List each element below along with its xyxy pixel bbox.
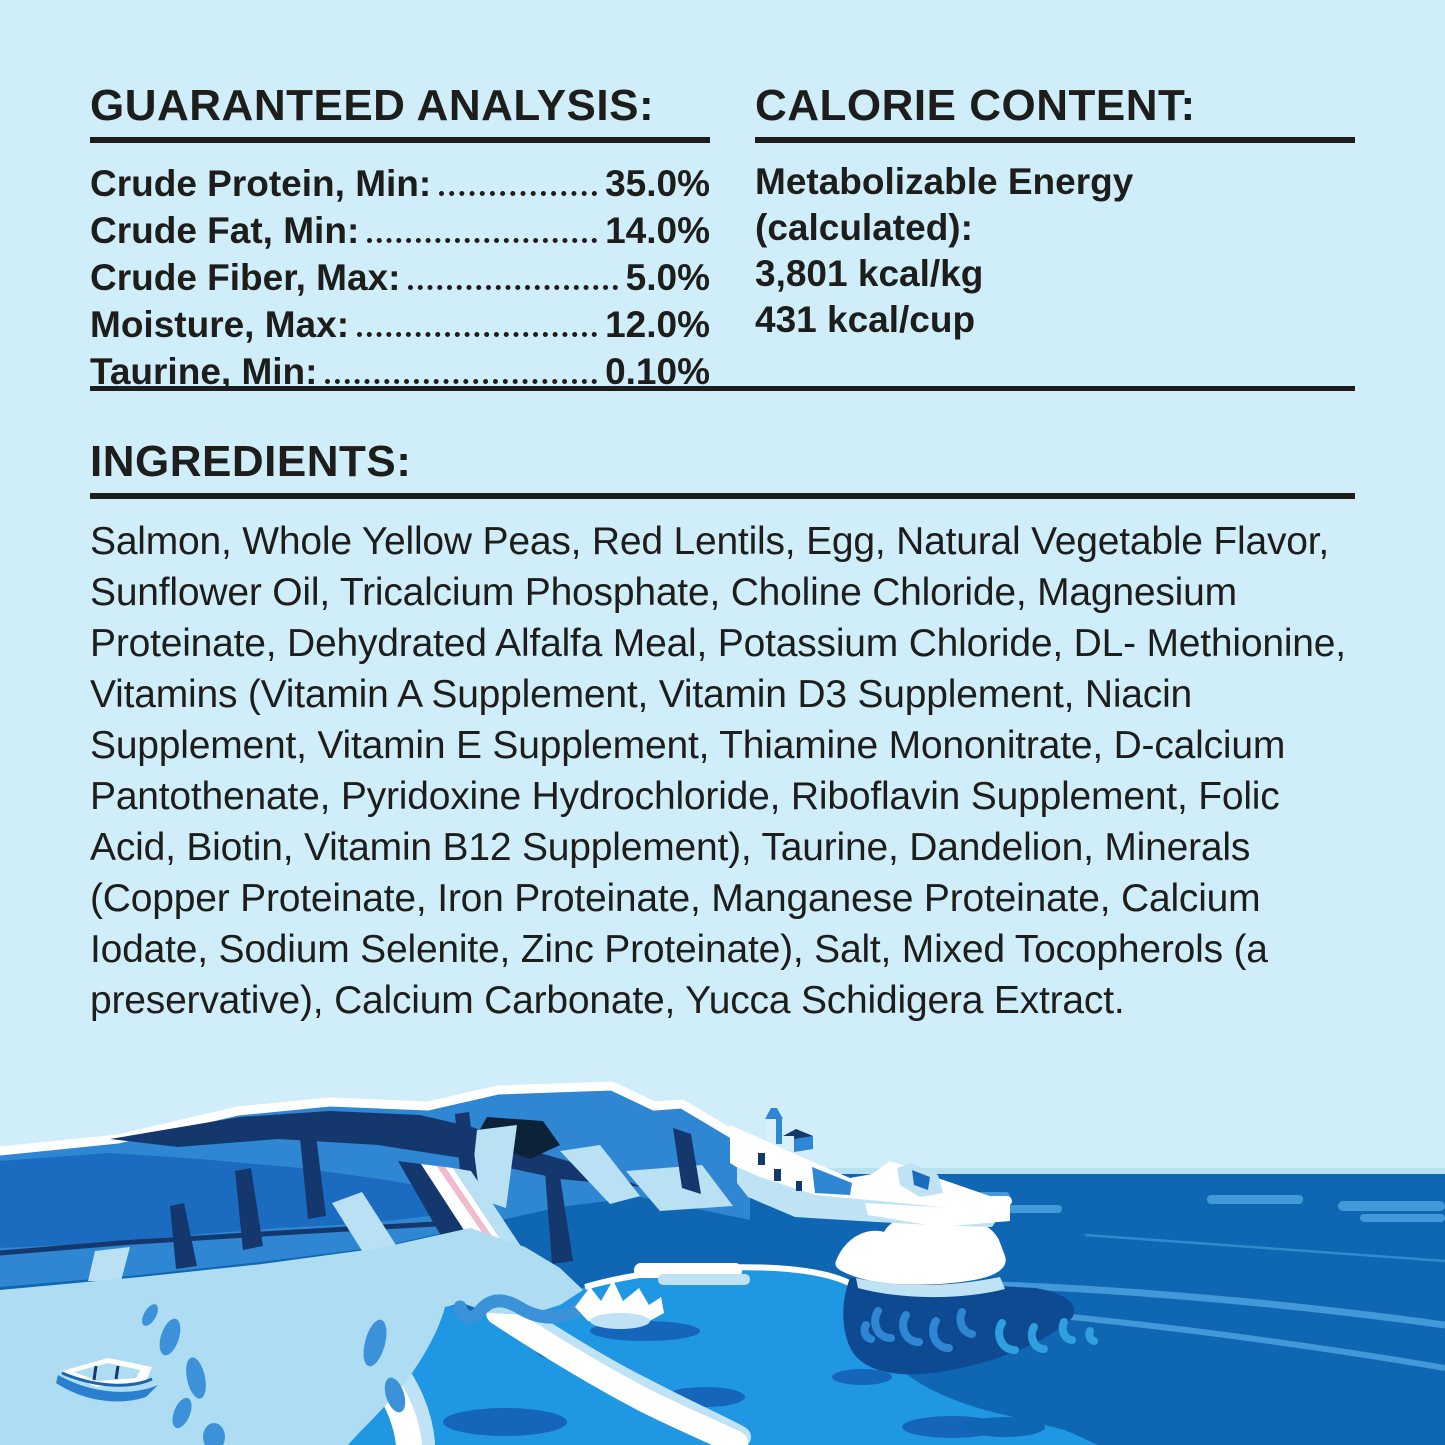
analysis-label: Crude Fiber, Max: — [90, 257, 401, 298]
dot-leader — [439, 159, 598, 196]
ingredients-section: INGREDIENTS: Salmon, Whole Yellow Peas, … — [90, 440, 1355, 1026]
calorie-line: (calculated): — [755, 207, 973, 248]
coastal-illustration — [0, 1081, 1445, 1445]
cove-splash — [575, 1263, 750, 1329]
guaranteed-analysis-table: Crude Protein, Min: 35.0% Crude Fat, Min… — [90, 159, 710, 394]
river — [142, 1294, 587, 1445]
analysis-label: Crude Protein, Min: — [90, 163, 432, 204]
guaranteed-analysis-title: GUARANTEED ANALYSIS: — [90, 84, 710, 143]
calorie-content-lines: Metabolizable Energy (calculated): 3,801… — [755, 159, 1355, 343]
analysis-value: 14.0% — [605, 210, 710, 251]
calorie-content-title: CALORIE CONTENT: — [755, 84, 1355, 143]
dot-leader — [367, 206, 598, 243]
analysis-label: Crude Fat, Min: — [90, 210, 360, 251]
calorie-line: 3,801 kcal/kg — [755, 253, 984, 294]
analysis-value: 12.0% — [605, 304, 710, 345]
cliffs — [0, 1081, 750, 1308]
dot-leader — [408, 253, 618, 290]
lighthouse-icon — [767, 1119, 776, 1144]
analysis-row: Taurine, Min: 0.10% — [90, 347, 710, 394]
analysis-value: 5.0% — [625, 257, 710, 298]
analysis-row: Crude Fiber, Max: 5.0% — [90, 253, 710, 300]
boat — [56, 1358, 158, 1402]
pink-cliff-scar — [398, 1161, 526, 1254]
headland — [730, 1108, 1010, 1227]
guaranteed-analysis-section: GUARANTEED ANALYSIS: Crude Protein, Min:… — [90, 84, 710, 394]
analysis-value: 35.0% — [605, 163, 710, 204]
analysis-value: 0.10% — [605, 351, 710, 392]
section-divider-rule — [90, 386, 1355, 391]
analysis-row: Moisture, Max: 12.0% — [90, 300, 710, 347]
analysis-row: Crude Protein, Min: 35.0% — [90, 159, 710, 206]
calorie-line: 431 kcal/cup — [755, 299, 976, 340]
dot-leader — [357, 300, 598, 337]
analysis-label: Taurine, Min: — [90, 351, 318, 392]
ingredients-title: INGREDIENTS: — [90, 440, 1355, 499]
ingredients-text: Salmon, Whole Yellow Peas, Red Lentils, … — [90, 520, 1346, 1022]
calorie-content-section: CALORIE CONTENT: Metabolizable Energy (c… — [755, 84, 1355, 343]
calorie-line: Metabolizable Energy — [755, 161, 1134, 202]
dot-leader — [325, 347, 598, 384]
analysis-row: Crude Fat, Min: 14.0% — [90, 206, 710, 253]
analysis-label: Moisture, Max: — [90, 304, 350, 345]
